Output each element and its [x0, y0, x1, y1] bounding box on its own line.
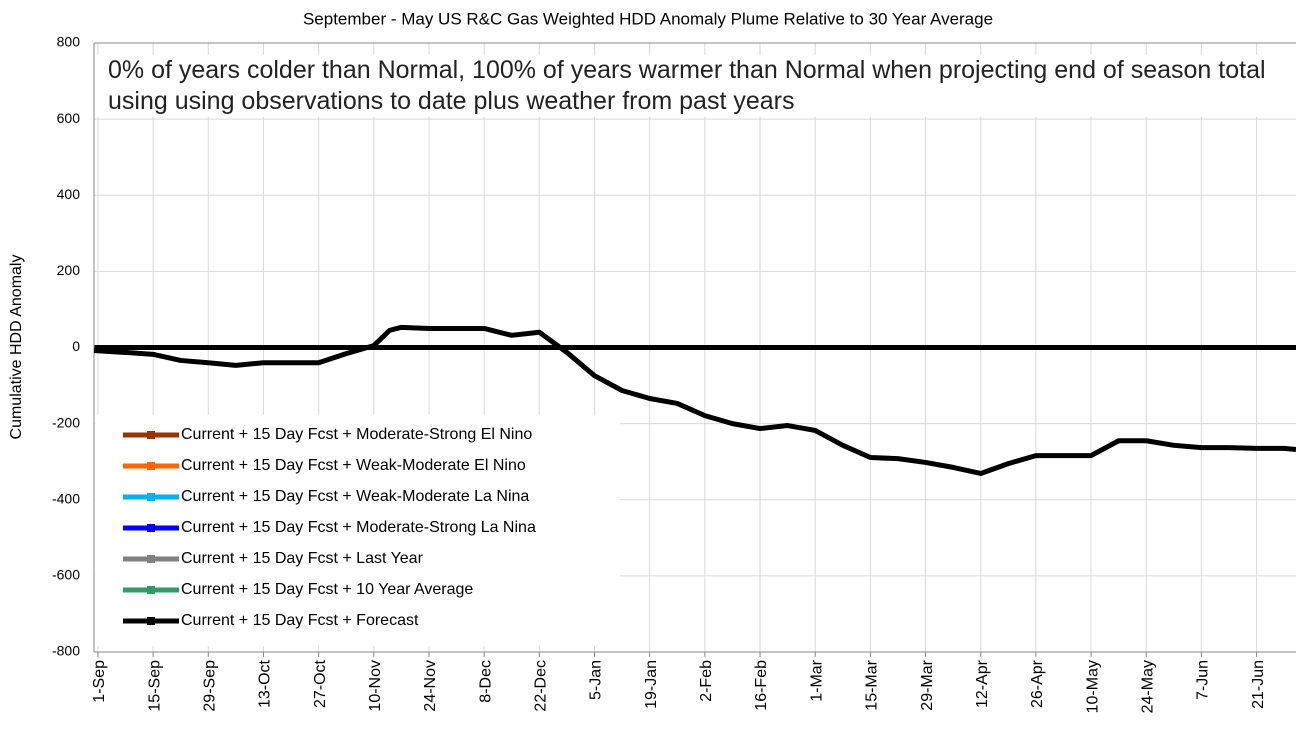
x-tick-label: 8-Dec — [477, 660, 494, 703]
series-line — [93, 324, 1296, 476]
legend-label: Current + 15 Day Fcst + Weak-Moderate La… — [181, 488, 529, 505]
y-tick-label: -400 — [52, 490, 80, 506]
legend-marker — [147, 586, 155, 594]
y-axis-label: Cumulative HDD Anomaly — [8, 255, 25, 440]
x-tick-label: 24-May — [1139, 660, 1156, 713]
x-tick-label: 19-Jan — [643, 660, 660, 709]
x-tick-label: 21-Jun — [1250, 660, 1267, 709]
y-tick-label: 400 — [57, 186, 81, 202]
chart-title: September - May US R&C Gas Weighted HDD … — [303, 9, 993, 28]
x-tick-label: 16-Feb — [753, 660, 770, 711]
y-tick-label: -600 — [52, 567, 80, 583]
x-tick-label: 27-Oct — [312, 659, 329, 708]
x-tick-label: 26-Apr — [1029, 659, 1046, 708]
x-tick-label: 1-Sep — [91, 660, 108, 703]
x-tick-label: 15-Mar — [864, 659, 881, 710]
legend-marker — [147, 431, 155, 439]
x-tick-label: 5-Jan — [588, 660, 605, 700]
legend-marker — [147, 617, 155, 625]
legend-label: Current + 15 Day Fcst + Forecast — [181, 612, 419, 629]
legend-marker — [147, 462, 155, 470]
x-tick-label: 13-Oct — [257, 659, 274, 708]
x-tick-label: 29-Mar — [919, 659, 936, 710]
y-tick-label: 0 — [72, 338, 80, 354]
x-tick-label: 10-May — [1084, 660, 1101, 713]
x-tick-label: 10-Nov — [367, 660, 384, 712]
x-tick-label: 29-Sep — [202, 660, 219, 712]
x-tick-label: 2-Feb — [698, 660, 715, 702]
y-tick-label: 600 — [57, 110, 81, 126]
legend-label: Current + 15 Day Fcst + Last Year — [181, 550, 424, 567]
legend-box — [95, 415, 620, 646]
x-tick-label: 1-Mar — [808, 659, 825, 701]
x-tick-label: 12-Apr — [974, 659, 991, 708]
y-tick-label: -800 — [52, 643, 80, 659]
legend-label: Current + 15 Day Fcst + Weak-Moderate El… — [181, 457, 526, 474]
x-tick-label: 7-Jun — [1195, 660, 1212, 700]
y-tick-label: 200 — [57, 262, 81, 278]
legend-label: Current + 15 Day Fcst + Moderate-Strong … — [181, 426, 532, 443]
y-tick-label: 800 — [57, 34, 81, 50]
annotation: 0% of years colder than Normal, 100% of … — [96, 55, 1288, 117]
legend-label: Current + 15 Day Fcst + Moderate-Strong … — [181, 519, 536, 536]
legend-label: Current + 15 Day Fcst + 10 Year Average — [181, 581, 473, 598]
legend-marker — [147, 493, 155, 501]
x-tick-label: 22-Dec — [533, 660, 550, 712]
legend-marker — [147, 555, 155, 563]
x-tick-label: 15-Sep — [146, 660, 163, 712]
legend-marker — [147, 524, 155, 532]
y-tick-label: -200 — [52, 414, 80, 430]
x-tick-label: 24-Nov — [422, 660, 439, 712]
